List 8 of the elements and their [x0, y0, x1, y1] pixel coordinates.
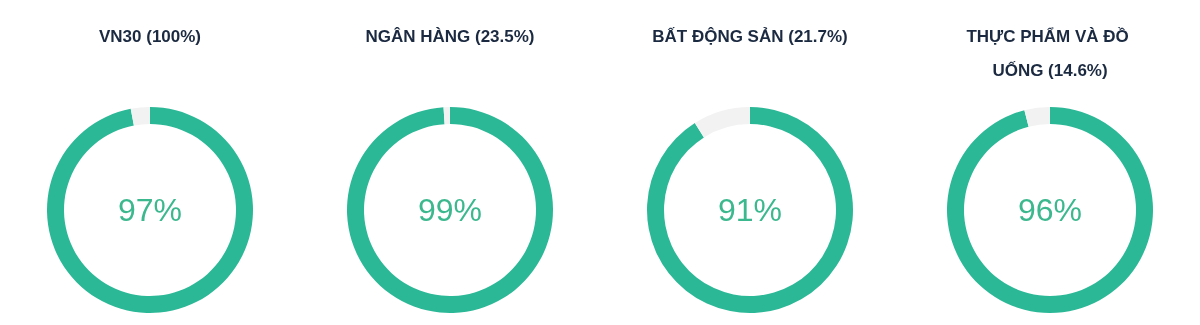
chart-title: BẤT ĐỘNG SẢN (21.7%): [652, 26, 848, 46]
data-label: 91%: [717, 192, 783, 228]
chart-title: THỰC PHẨM VÀ ĐỒ UỐNG (14.6%): [966, 26, 1134, 80]
chart-title: NGÂN HÀNG (23.5%): [365, 26, 535, 46]
chart-title: VN30 (100%): [98, 26, 202, 46]
data-label: 99%: [417, 192, 483, 228]
data-label: 97%: [117, 192, 183, 228]
data-label: 96%: [1017, 192, 1083, 228]
